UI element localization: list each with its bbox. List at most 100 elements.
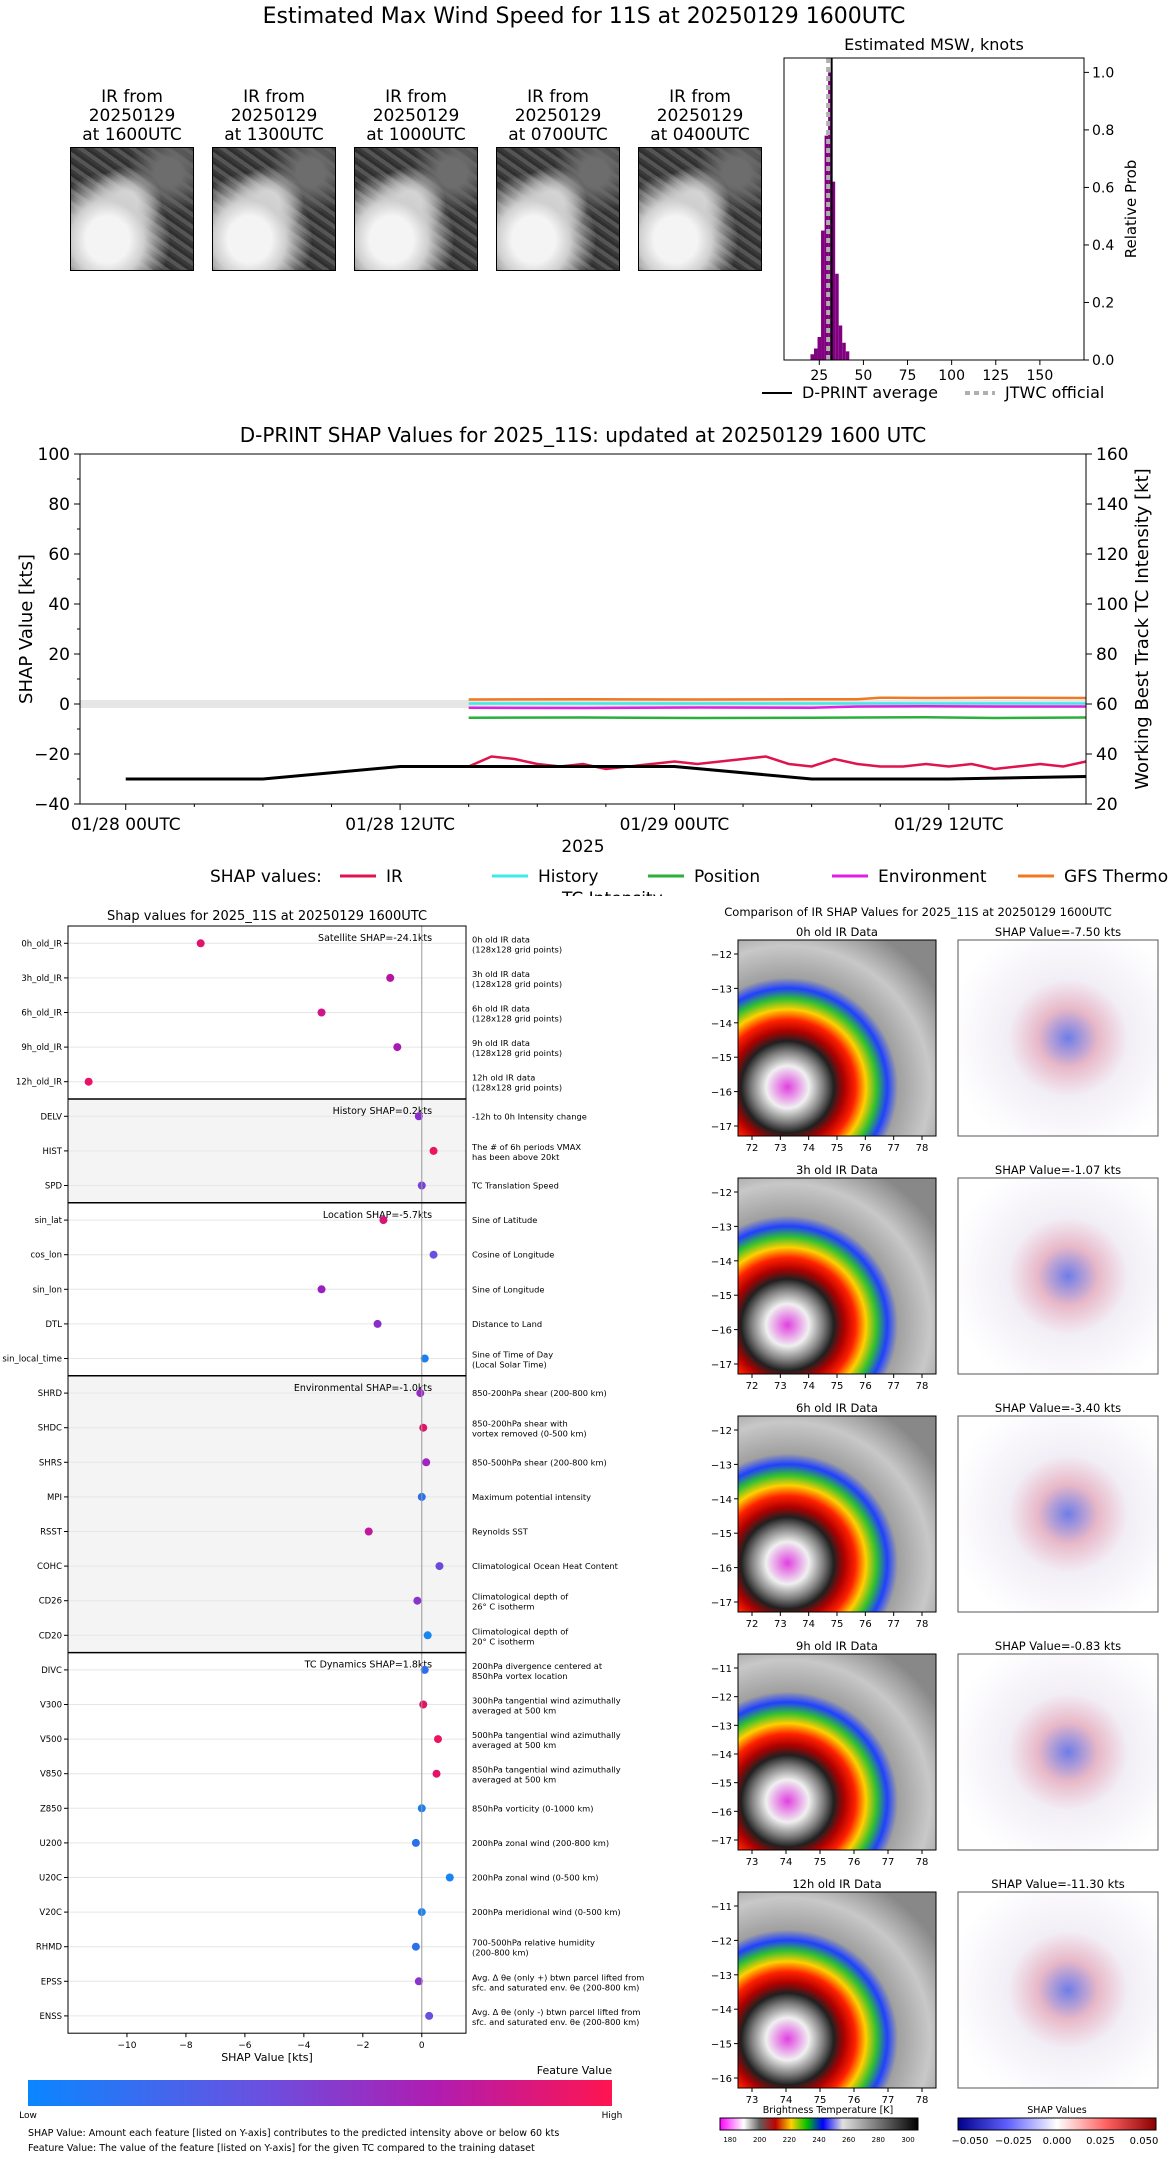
ir-xtick-label: 78	[916, 1857, 929, 1868]
feature-name: Z850	[40, 1804, 62, 1814]
feature-name: SPD	[45, 1182, 63, 1192]
feature-desc-line2: averaged at 500 km	[472, 1775, 556, 1785]
feature-desc-line1: 500hPa tangential wind azimuthally	[472, 1730, 621, 1740]
feature-name: 12h_old_IR	[16, 1078, 62, 1088]
ir-thumbnail-label-line1: IR from	[101, 87, 163, 107]
feature-shap-point	[84, 1077, 93, 1086]
time-series-y2tick-label: 160	[1096, 445, 1128, 465]
time-series-ytick-label: 40	[48, 595, 70, 615]
feature-desc-line1: 9h old IR data	[472, 1038, 530, 1048]
histogram-xtick-label: 100	[938, 368, 965, 384]
shap-panel-image	[957, 1891, 1159, 2089]
ir-thumbnail-label-line2: 20250129	[230, 106, 318, 126]
ir-xtick-label: 72	[746, 1619, 759, 1630]
ir-ytick-label: −11	[711, 1902, 732, 1913]
ir-thumbnail-label-line1: IR from	[669, 87, 731, 107]
legend-label-ir: IR	[386, 867, 403, 887]
time-series-ytick-label: 0	[59, 695, 70, 715]
time-series-ytick-label: −20	[34, 745, 70, 765]
ir-comparison-panel: Comparison of IR SHAP Values for 2025_11…	[711, 905, 1159, 2147]
feature-shap-point	[414, 1112, 423, 1121]
feature-xlabel: SHAP Value [kts]	[221, 2051, 313, 2064]
ir-xtick-label: 77	[882, 2095, 895, 2106]
ir-ytick-label: −15	[711, 1779, 732, 1790]
shap-panel-image	[957, 1653, 1159, 1851]
feature-desc-line2: averaged at 500 km	[472, 1706, 556, 1716]
feature-name: DIVC	[41, 1666, 62, 1676]
feature-shap-point	[416, 1389, 425, 1398]
shap-time-series-chart: D-PRINT SHAP Values for 2025_11S: update…	[16, 423, 1168, 896]
feature-desc-line2: averaged at 500 km	[472, 1740, 556, 1750]
bt-colorbar-tick: 300	[901, 2136, 914, 2144]
ir-thumbnail-label-line2: 20250129	[372, 106, 460, 126]
feature-name: HIST	[43, 1147, 63, 1157]
feature-shap-point	[196, 939, 205, 948]
histogram-bar	[814, 348, 818, 360]
histogram-bar	[842, 342, 846, 360]
feature-desc-line1: 6h old IR data	[472, 1004, 530, 1014]
feature-shap-point	[429, 1146, 438, 1155]
feature-name: EPSS	[41, 1977, 62, 1987]
ir-thumbnail-label-line2: 20250129	[656, 106, 744, 126]
feature-desc-line1: Sine of Latitude	[472, 1215, 537, 1225]
ir-panel-image	[737, 939, 937, 1137]
feature-shap-chart: Shap values for 2025_11S at 20250129 160…	[2, 909, 644, 2121]
feature-name: V850	[40, 1770, 62, 1780]
ir-thumbnail-image	[496, 147, 620, 271]
group-shap-label: Satellite SHAP=-24.1kts	[318, 933, 432, 944]
feature-name: 9h_old_IR	[21, 1043, 62, 1053]
feature-shap-point	[435, 1562, 444, 1571]
histogram-xtick-label: 125	[982, 368, 1009, 384]
ir-panel-title: 3h old IR Data	[796, 1163, 878, 1177]
ir-thumbnail-label: IR from 20250129 at 0700UTC	[488, 88, 628, 145]
feature-xtick-label: 0	[419, 2041, 425, 2051]
ir-thumbnail-image	[212, 147, 336, 271]
feature-shap-point	[429, 1250, 438, 1259]
ir-xtick-label: 72	[746, 1143, 759, 1154]
ir-ytick-label: −14	[711, 1750, 732, 1761]
bt-colorbar-title: Brightness Temperature [K]	[763, 2105, 893, 2116]
ir-xtick-label: 76	[859, 1381, 872, 1392]
colorbar-title: Feature Value	[537, 2064, 613, 2077]
feature-desc-line1: 300hPa tangential wind azimuthally	[472, 1696, 621, 1706]
page-title: Estimated Max Wind Speed for 11S at 2025…	[262, 4, 906, 29]
group-shap-label: TC Dynamics SHAP=1.8kts	[304, 1660, 432, 1671]
time-series-y2tick-label: 40	[1096, 745, 1118, 765]
histogram-ytick-label: 0.4	[1092, 238, 1114, 254]
shap-panel-title: SHAP Value=-0.83 kts	[995, 1639, 1121, 1653]
feature-name: sin_lon	[33, 1285, 62, 1295]
feature-desc-line1: 200hPa meridional wind (0-500 km)	[472, 1907, 621, 1917]
feature-name: 0h_old_IR	[21, 939, 62, 949]
shap-colorbar	[957, 2117, 1157, 2131]
ir-ytick-label: −11	[711, 1664, 732, 1675]
time-series-y2tick-label: 100	[1096, 595, 1128, 615]
ir-thumbnail-label-line3: at 1300UTC	[224, 125, 324, 145]
ir-xtick-label: 76	[848, 1857, 861, 1868]
ir-xtick-label: 73	[746, 2095, 759, 2106]
group-shap-label: Location SHAP=-5.7kts	[323, 1210, 432, 1221]
ir-xtick-label: 77	[887, 1619, 900, 1630]
time-series-y2label: Working Best Track TC Intensity [kt]	[1132, 468, 1153, 789]
series-line-position	[468, 715, 1087, 720]
feature-desc-line1: Climatological Ocean Heat Content	[472, 1561, 619, 1571]
ir-ytick-label: −17	[711, 1360, 732, 1371]
time-series-xtick-label: 01/29 12UTC	[894, 815, 1004, 835]
ir-thumbnail-label-line3: at 0400UTC	[650, 125, 750, 145]
time-series-ytick-label: −40	[34, 795, 70, 815]
time-series-xtick-label: 01/29 00UTC	[620, 815, 730, 835]
feature-desc-line1: 200hPa divergence centered at	[472, 1661, 603, 1671]
colorbar-low-label: Low	[19, 2111, 37, 2121]
shap-panel-title: SHAP Value=-11.30 kts	[991, 1877, 1125, 1891]
feature-name: ENSS	[39, 2012, 62, 2022]
ir-xtick-label: 73	[774, 1381, 787, 1392]
ir-ytick-label: −14	[711, 1495, 732, 1506]
feature-name: SHRD	[38, 1389, 63, 1399]
ir-panel-title: 9h old IR Data	[796, 1639, 878, 1653]
ir-ytick-label: −13	[711, 984, 732, 995]
feature-desc-line2: (128x128 grid points)	[472, 1048, 562, 1058]
feature-desc-line1: -12h to 0h Intensity change	[472, 1111, 587, 1121]
feature-desc-line1: 850hPa tangential wind azimuthally	[472, 1765, 621, 1775]
shap-colorbar-tick: 0.025	[1086, 2136, 1115, 2147]
feature-desc-line2: 20° C isotherm	[472, 1636, 534, 1646]
ir-ytick-label: −12	[711, 1693, 732, 1704]
